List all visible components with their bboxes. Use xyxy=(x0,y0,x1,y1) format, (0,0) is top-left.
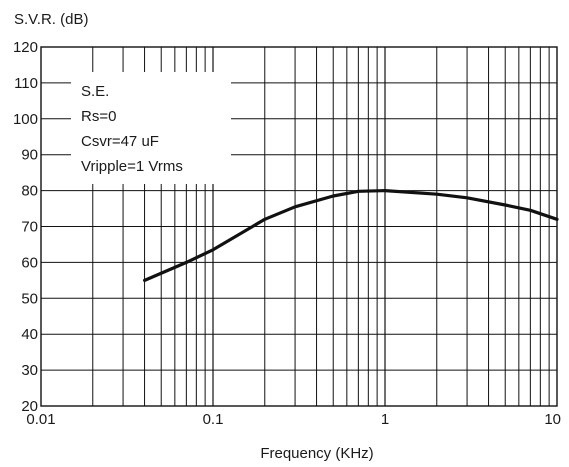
annotation-line: Rs=0 xyxy=(81,108,116,125)
annotation-line: Vripple=1 Vrms xyxy=(81,158,183,175)
y-tick-label: 60 xyxy=(21,254,38,271)
x-axis-title: Frequency (KHz) xyxy=(260,445,373,462)
series-group xyxy=(143,189,559,282)
x-tick-label: 0.01 xyxy=(26,411,55,428)
y-tick-label: 20 xyxy=(21,398,38,415)
y-tick-label: 30 xyxy=(21,362,38,379)
y-tick-label: 40 xyxy=(21,326,38,343)
y-tick-label: 90 xyxy=(21,147,38,164)
y-tick-label: 100 xyxy=(13,111,38,128)
x-tick-label: 1 xyxy=(381,411,389,428)
annotation-line: S.E. xyxy=(81,83,109,100)
y-tick-label: 110 xyxy=(14,75,38,92)
annotation-line: Csvr=47 uF xyxy=(81,133,159,150)
y-tick-label: 50 xyxy=(21,290,38,307)
y-tick-label: 70 xyxy=(21,219,38,236)
y-axis-title: S.V.R. (dB) xyxy=(14,11,88,28)
y-tick-label: 120 xyxy=(13,39,38,56)
annotation-box xyxy=(71,72,231,184)
x-tick-label: 10 xyxy=(544,411,561,428)
y-tick-label: 80 xyxy=(21,183,38,200)
annotation-text-group: S.E. Rs=0 Csvr=47 uF Vripple=1 Vrms xyxy=(81,83,183,175)
plot-frame xyxy=(40,46,558,407)
series-line xyxy=(143,189,559,282)
x-tick-label: 0.1 xyxy=(203,411,224,428)
